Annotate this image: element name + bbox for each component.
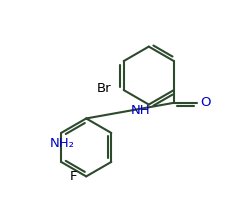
Text: F: F bbox=[70, 170, 77, 183]
Text: NH: NH bbox=[131, 104, 150, 117]
Text: O: O bbox=[201, 96, 211, 109]
Text: Br: Br bbox=[97, 82, 111, 95]
Text: NH₂: NH₂ bbox=[50, 137, 75, 150]
